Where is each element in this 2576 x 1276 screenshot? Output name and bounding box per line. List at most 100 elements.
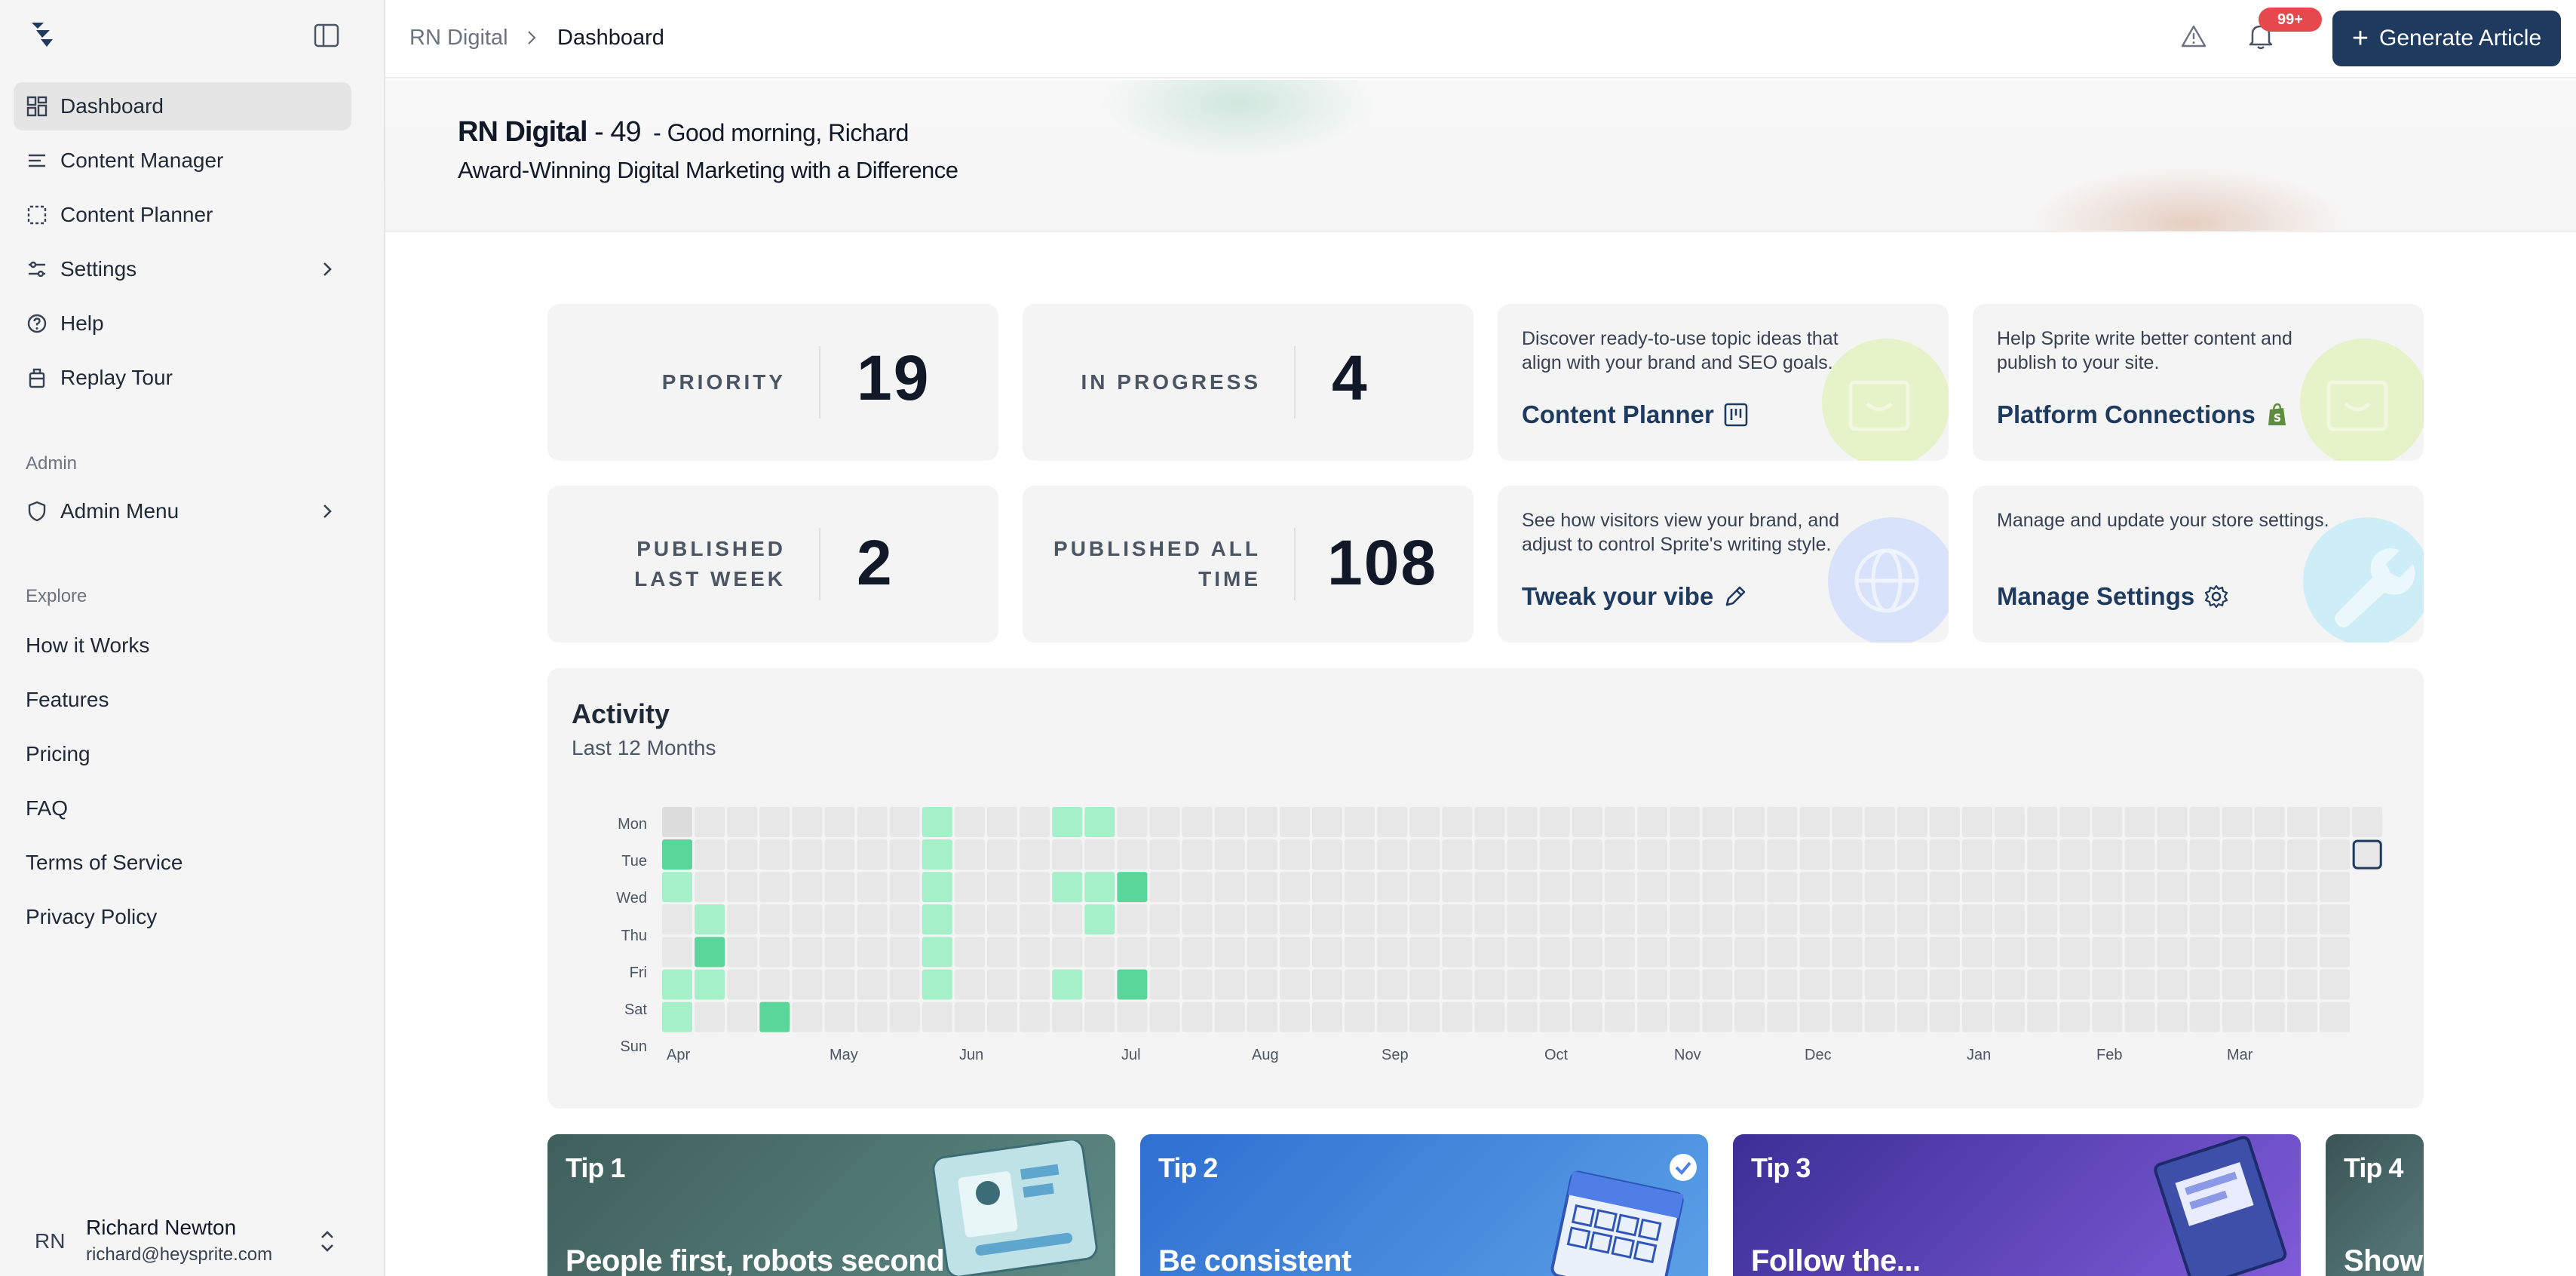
activity-cell[interactable]	[2287, 904, 2317, 935]
activity-cell[interactable]	[1214, 969, 1245, 1000]
activity-cell[interactable]	[2059, 1001, 2090, 1032]
activity-cell[interactable]	[1020, 1001, 1050, 1032]
activity-cell[interactable]	[2124, 1001, 2155, 1032]
tip-card-1[interactable]: Tip 1 People first, robots second	[547, 1134, 1115, 1276]
activity-cell[interactable]	[824, 872, 855, 903]
activity-cell[interactable]	[987, 1001, 1017, 1032]
activity-cell[interactable]	[1312, 937, 1342, 968]
activity-cell[interactable]	[1474, 1001, 1505, 1032]
stat-card-published-all-time[interactable]: PUBLISHED ALL TIME 108	[1023, 486, 1474, 643]
activity-cell[interactable]	[824, 969, 855, 1000]
activity-cell[interactable]	[1799, 872, 1830, 903]
activity-cell[interactable]	[2287, 1001, 2317, 1032]
activity-cell[interactable]	[1832, 937, 1863, 968]
activity-cell[interactable]	[1117, 839, 1148, 870]
sidebar-item-content-manager[interactable]: Content Manager	[14, 136, 351, 185]
activity-cell[interactable]	[954, 1001, 985, 1032]
activity-cell[interactable]	[1052, 969, 1083, 1000]
activity-cell[interactable]	[1409, 937, 1440, 968]
activity-cell[interactable]	[1604, 969, 1635, 1000]
activity-cell[interactable]	[2059, 904, 2090, 935]
activity-cell[interactable]	[1507, 937, 1538, 968]
activity-cell[interactable]	[1864, 969, 1895, 1000]
activity-cell[interactable]	[1279, 1001, 1310, 1032]
activity-cell[interactable]	[1767, 969, 1798, 1000]
activity-cell[interactable]	[2352, 807, 2383, 837]
activity-cell[interactable]	[1312, 904, 1342, 935]
activity-cell[interactable]	[1897, 969, 1927, 1000]
activity-cell[interactable]	[1377, 937, 1408, 968]
activity-cell[interactable]	[1182, 969, 1213, 1000]
activity-cell[interactable]	[662, 969, 692, 1000]
activity-cell[interactable]	[922, 839, 952, 870]
activity-cell[interactable]	[1702, 807, 1733, 837]
activity-cell[interactable]	[1604, 937, 1635, 968]
activity-cell[interactable]	[792, 904, 823, 935]
activity-cell[interactable]	[695, 904, 725, 935]
activity-cell[interactable]	[1507, 969, 1538, 1000]
activity-cell[interactable]	[954, 839, 985, 870]
activity-cell[interactable]	[2189, 839, 2220, 870]
activity-cell[interactable]	[1539, 937, 1570, 968]
activity-cell[interactable]	[2027, 1001, 2058, 1032]
activity-cell[interactable]	[695, 937, 725, 968]
activity-cell[interactable]	[1345, 904, 1375, 935]
activity-cell[interactable]	[1117, 937, 1148, 968]
activity-cell[interactable]	[2254, 937, 2285, 968]
activity-cell[interactable]	[1279, 807, 1310, 837]
activity-cell[interactable]	[2157, 1001, 2188, 1032]
activity-cell[interactable]	[1474, 937, 1505, 968]
activity-cell[interactable]	[2320, 904, 2351, 935]
activity-cell[interactable]	[1149, 969, 1180, 1000]
activity-cell[interactable]	[1864, 1001, 1895, 1032]
activity-cell[interactable]	[1020, 839, 1050, 870]
activity-cell[interactable]	[1734, 807, 1765, 837]
activity-cell[interactable]	[1247, 1001, 1277, 1032]
activity-cell[interactable]	[1442, 937, 1473, 968]
activity-cell[interactable]	[759, 937, 790, 968]
activity-cell[interactable]	[2157, 839, 2188, 870]
activity-cell[interactable]	[1572, 807, 1602, 837]
activity-cell[interactable]	[857, 872, 888, 903]
activity-cell[interactable]	[1799, 969, 1830, 1000]
activity-cell[interactable]	[1409, 872, 1440, 903]
activity-cell[interactable]	[1377, 1001, 1408, 1032]
activity-cell[interactable]	[2092, 904, 2123, 935]
activity-cell[interactable]	[1962, 872, 1992, 903]
activity-cell[interactable]	[1507, 839, 1538, 870]
activity-cell[interactable]	[857, 969, 888, 1000]
activity-cell[interactable]	[1214, 839, 1245, 870]
promo-card-tweak-vibe[interactable]: See how visitors view your brand, and ad…	[1498, 486, 1949, 643]
activity-cell[interactable]	[1279, 872, 1310, 903]
activity-cell[interactable]	[1474, 839, 1505, 870]
activity-cell[interactable]	[1604, 872, 1635, 903]
activity-cell[interactable]	[1670, 904, 1700, 935]
activity-cell[interactable]	[1995, 904, 2026, 935]
activity-cell[interactable]	[1995, 807, 2026, 837]
activity-cell[interactable]	[2254, 872, 2285, 903]
activity-cell[interactable]	[1637, 969, 1667, 1000]
activity-cell[interactable]	[889, 807, 920, 837]
activity-cell[interactable]	[1702, 969, 1733, 1000]
activity-cell[interactable]	[1897, 807, 1927, 837]
activity-cell[interactable]	[2157, 937, 2188, 968]
activity-cell[interactable]	[1670, 937, 1700, 968]
activity-cell[interactable]	[1995, 969, 2026, 1000]
activity-cell[interactable]	[1214, 904, 1245, 935]
activity-cell[interactable]	[727, 1001, 758, 1032]
activity-cell[interactable]	[1345, 807, 1375, 837]
activity-cell[interactable]	[1377, 839, 1408, 870]
activity-cell[interactable]	[857, 1001, 888, 1032]
activity-cell[interactable]	[1312, 872, 1342, 903]
activity-cell[interactable]	[759, 969, 790, 1000]
activity-cell[interactable]	[1929, 904, 1960, 935]
activity-cell[interactable]	[2092, 872, 2123, 903]
activity-cell[interactable]	[1539, 807, 1570, 837]
activity-cell[interactable]	[1702, 904, 1733, 935]
sidebar-item-content-planner[interactable]: Content Planner	[14, 191, 351, 239]
activity-cell[interactable]	[1767, 807, 1798, 837]
activity-cell[interactable]	[1799, 807, 1830, 837]
activity-cell[interactable]	[1637, 807, 1667, 837]
activity-cell[interactable]	[2027, 937, 2058, 968]
sprite-logo-icon[interactable]	[27, 18, 57, 53]
